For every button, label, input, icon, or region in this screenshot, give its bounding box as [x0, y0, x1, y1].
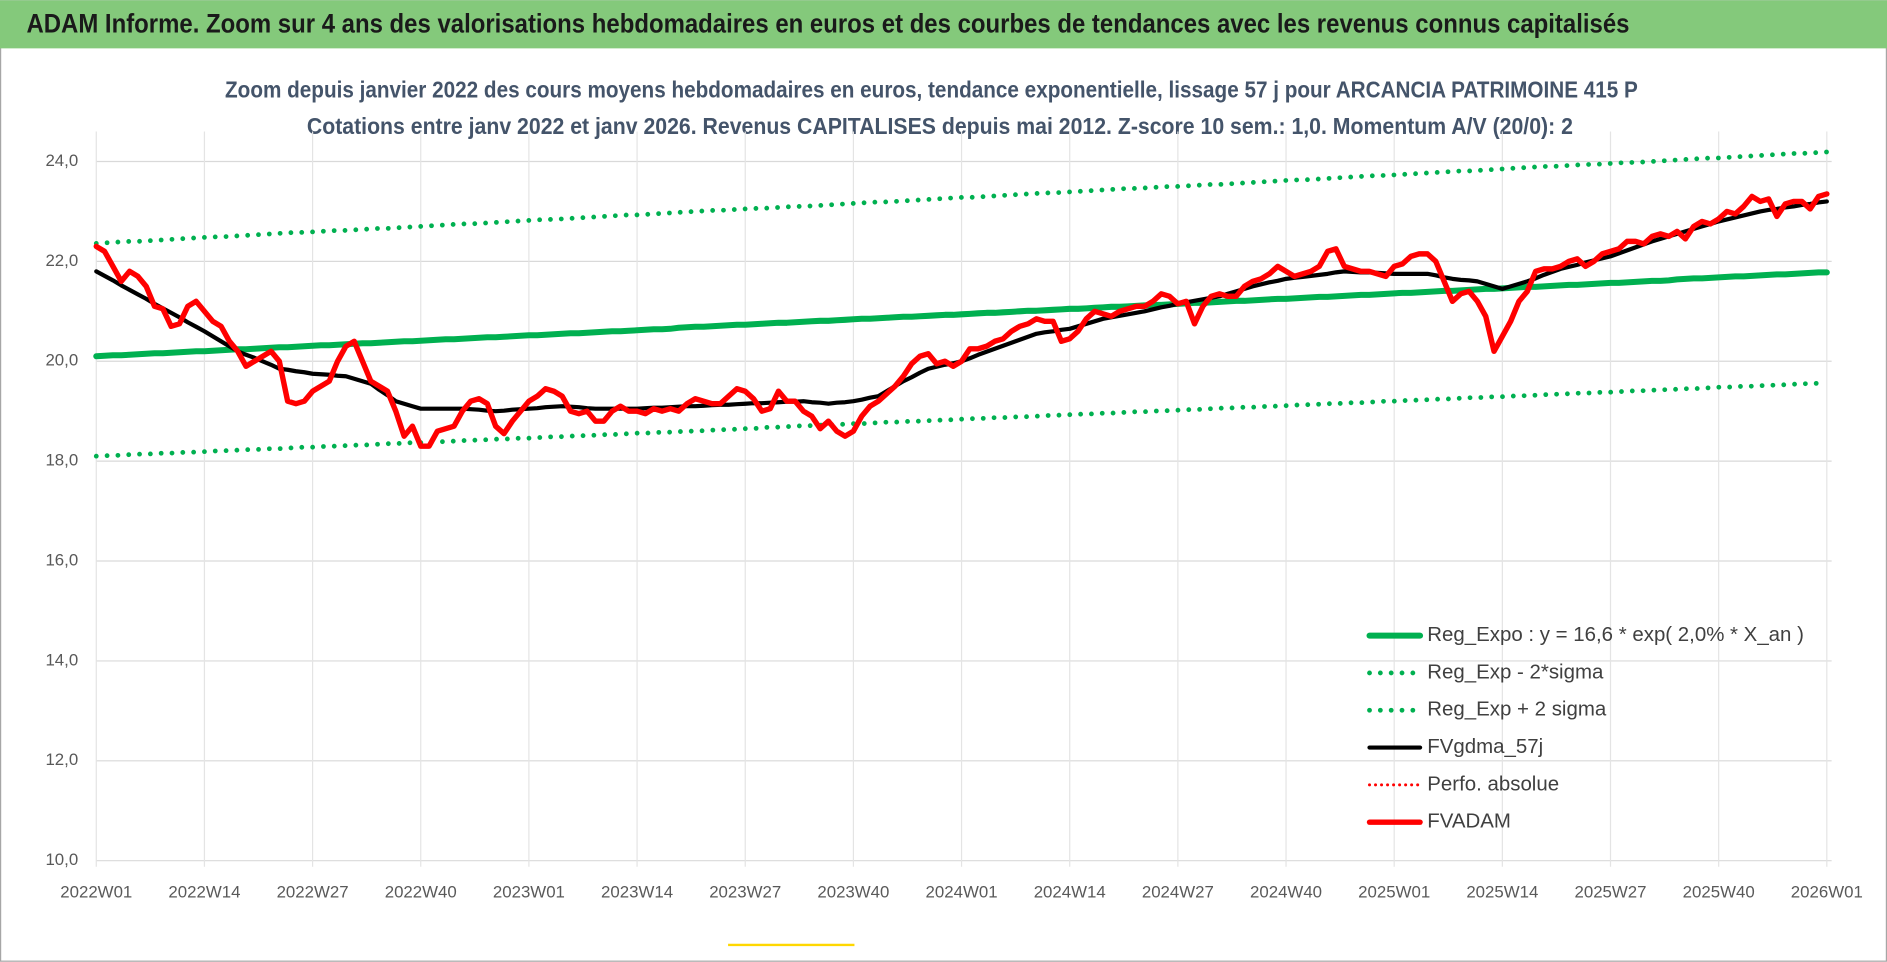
x-tick-label: 2025W27 — [1574, 883, 1646, 902]
grid: 10,0 12,0 14,0 16,0 18,0 20,0 22,0 24,0 2022W01 2… — [45, 131, 1863, 902]
x-tick-label: 2025W14 — [1466, 883, 1538, 902]
y-tick-label: 22,0 — [45, 251, 78, 270]
x-tick-label: 2022W40 — [385, 883, 457, 902]
y-tick-label: 12,0 — [45, 750, 78, 769]
x-tick-label: 2023W27 — [709, 883, 781, 902]
chart-subtitle: Cotations entre janv 2022 et janv 2026. … — [307, 113, 1573, 139]
x-tick-label: 2022W01 — [60, 883, 132, 902]
x-tick-label: 2023W40 — [817, 883, 889, 902]
y-tick-label: 18,0 — [45, 451, 78, 470]
y-tick-label: 14,0 — [45, 650, 78, 669]
legend-label: FVADAM — [1427, 810, 1511, 833]
x-tick-label: 2024W27 — [1142, 883, 1214, 902]
x-tick-label: 2023W14 — [601, 883, 673, 902]
x-tick-label: 2025W40 — [1683, 883, 1755, 902]
chart-title: Zoom depuis janvier 2022 des cours moyen… — [225, 77, 1638, 103]
legend-label: Reg_Exp - 2*sigma — [1427, 660, 1604, 683]
x-tick-label: 2025W01 — [1358, 883, 1430, 902]
legend: Reg_Expo : y = 16,6 * exp( 2,0% * X_an )… — [1366, 623, 1804, 833]
x-tick-label: 2024W14 — [1034, 883, 1106, 902]
header-bar — [0, 0, 1887, 49]
x-tick-label: 2022W27 — [277, 883, 349, 902]
x-tick-label: 2023W01 — [493, 883, 565, 902]
y-tick-label: 20,0 — [45, 351, 78, 370]
plot — [93, 149, 1830, 459]
page-title: ADAM Informe. Zoom sur 4 ans des valoris… — [26, 8, 1629, 38]
legend-label: FVgdma_57j — [1427, 735, 1543, 758]
y-tick-label: 24,0 — [45, 151, 78, 170]
y-tick-label: 16,0 — [45, 550, 78, 569]
series-line — [93, 191, 1830, 449]
x-tick-label: 2024W40 — [1250, 883, 1322, 902]
series-line — [93, 380, 1830, 459]
legend-label: Reg_Exp + 2 sigma — [1427, 698, 1607, 721]
x-tick-label: 2022W14 — [168, 883, 240, 902]
series-line — [93, 269, 1830, 360]
legend-label: Reg_Expo : y = 16,6 * exp( 2,0% * X_an ) — [1427, 623, 1804, 646]
legend-label: Perfo. absolue — [1427, 772, 1559, 795]
x-tick-label: 2024W01 — [926, 883, 998, 902]
y-tick-label: 10,0 — [45, 850, 78, 869]
series-line — [93, 149, 1830, 246]
x-tick-label: 2026W01 — [1791, 883, 1863, 902]
